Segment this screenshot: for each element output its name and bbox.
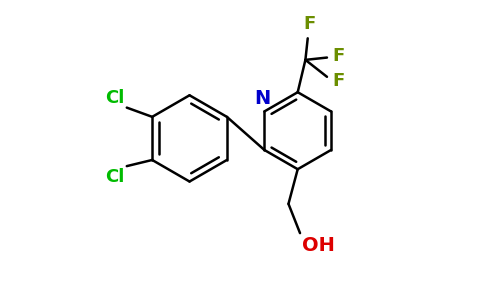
Text: F: F — [303, 15, 316, 33]
Text: F: F — [333, 47, 345, 65]
Text: Cl: Cl — [105, 168, 124, 186]
Text: Cl: Cl — [105, 89, 124, 107]
Text: F: F — [333, 72, 345, 90]
Text: OH: OH — [302, 236, 334, 255]
Text: N: N — [255, 89, 271, 108]
